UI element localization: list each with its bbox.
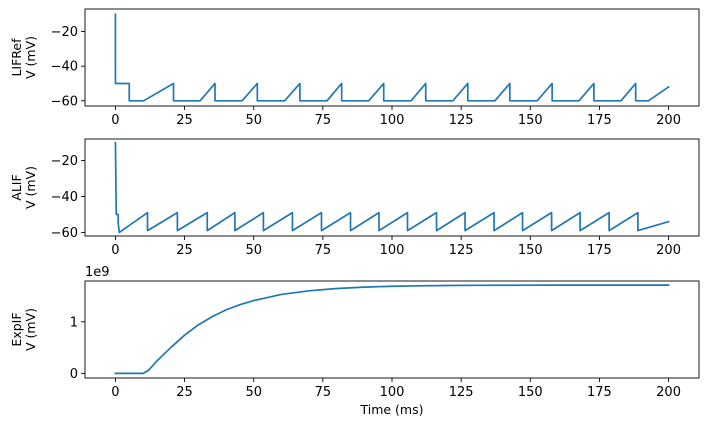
expif-y-tick-label: 1 <box>70 315 78 330</box>
alif-x-tick-label: 25 <box>176 243 193 258</box>
lifref-axes-frame <box>84 8 700 107</box>
alif-y-axis-label: ALIF <box>9 174 24 200</box>
alif-y-tick-label: −40 <box>51 190 78 205</box>
lifref-x-tick-label: 125 <box>449 113 474 128</box>
expif-x-tick-label: 25 <box>176 385 193 400</box>
expif-y-tick-label: 0 <box>70 367 78 382</box>
panel-alif: 0 25 50 75 100 125 150 175 200 −60 −40 −20 ALIF V (mV… <box>9 138 700 258</box>
lifref-y-axis-label: LIFRef <box>9 38 24 77</box>
alif-x-tick-label: 0 <box>111 243 119 258</box>
alif-x-tick-label: 150 <box>518 243 543 258</box>
lifref-x-tick-label: 100 <box>380 113 405 128</box>
alif-y-tick-label: −20 <box>51 154 78 169</box>
lifref-x-tick-label: 50 <box>245 113 262 128</box>
alif-y-axis-label: V (mV) <box>23 166 38 209</box>
alif-x-tick-label: 50 <box>245 243 262 258</box>
expif-axes-frame <box>84 280 700 379</box>
lifref-y-axis-label: V (mV) <box>23 36 38 79</box>
alif-x-tick-label: 175 <box>587 243 612 258</box>
alif-y-tick-label: −60 <box>51 226 78 241</box>
expif-x-tick-label: 200 <box>656 385 681 400</box>
expif-y-axis-label: ExpIF <box>9 312 24 346</box>
lifref-x-tick-label: 175 <box>587 113 612 128</box>
lifref-x-tick-label: 25 <box>176 113 193 128</box>
expif-x-tick-label: 175 <box>587 385 612 400</box>
expif-x-tick-label: 150 <box>518 385 543 400</box>
expif-x-axis-label: Time (ms) <box>359 402 423 417</box>
expif-x-tick-label: 0 <box>111 385 119 400</box>
panel-lifref: 0 25 50 75 100 125 150 175 200 −60 −40 −20 LIFRef V (… <box>9 8 700 128</box>
lifref-y-tick-label: −40 <box>51 60 78 75</box>
lifref-voltage-trace <box>114 13 670 102</box>
panel-expif: 0 25 50 75 100 125 150 175 200 0 1 ExpIF V (mV) Time … <box>9 265 700 417</box>
lifref-x-tick-label: 75 <box>315 113 332 128</box>
expif-x-tick-label: 125 <box>449 385 474 400</box>
alif-x-tick-label: 100 <box>380 243 405 258</box>
lifref-x-tick-label: 200 <box>656 113 681 128</box>
lifref-y-tick-label: −60 <box>51 94 78 109</box>
lifref-y-tick-label: −20 <box>51 25 78 40</box>
expif-x-tick-label: 100 <box>380 385 405 400</box>
alif-x-tick-label: 125 <box>449 243 474 258</box>
expif-y-axis-label: V (mV) <box>23 308 38 351</box>
expif-scale-offset-text: 1e9 <box>85 265 110 280</box>
lifref-x-tick-label: 0 <box>111 113 119 128</box>
expif-x-tick-label: 75 <box>315 385 332 400</box>
lifref-x-tick-label: 150 <box>518 113 543 128</box>
alif-x-tick-label: 200 <box>656 243 681 258</box>
expif-voltage-trace <box>114 284 670 375</box>
expif-x-tick-label: 50 <box>245 385 262 400</box>
alif-x-tick-label: 75 <box>315 243 332 258</box>
alif-voltage-trace <box>114 141 670 234</box>
